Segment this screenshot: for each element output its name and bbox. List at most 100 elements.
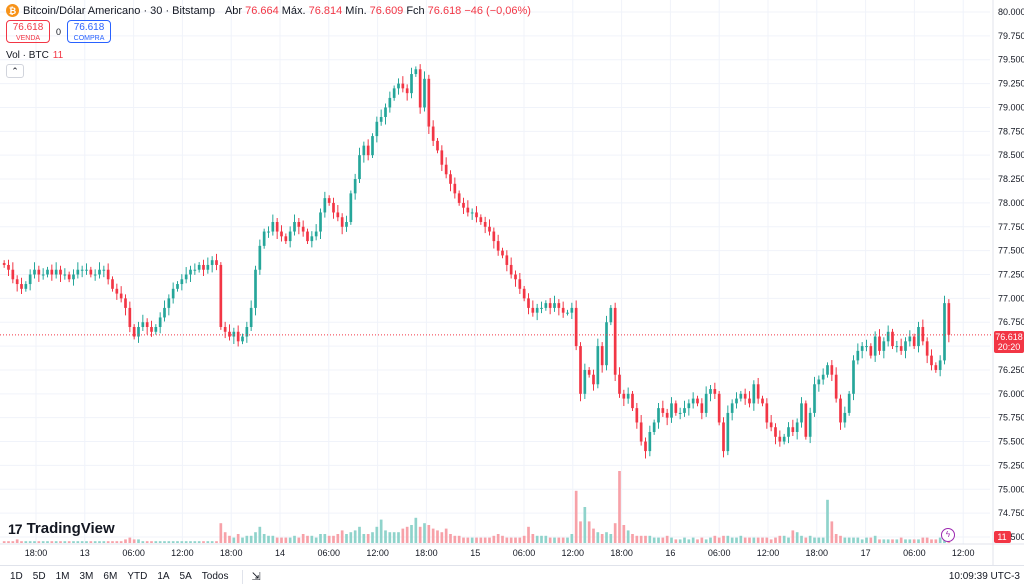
candle-body	[371, 136, 374, 156]
candle-body	[548, 303, 552, 308]
candle-body	[102, 269, 106, 271]
volume-bar	[236, 534, 240, 543]
range-button-5d[interactable]: 5D	[32, 571, 46, 582]
candle-body	[414, 69, 418, 75]
candle-body	[813, 384, 816, 413]
time-tick-label: 12:00	[366, 548, 389, 558]
bitcoin-icon: ₿	[6, 4, 19, 17]
candlesticks	[2, 64, 951, 459]
collapse-legend-button[interactable]: ⌃	[6, 64, 24, 78]
candle-body	[509, 264, 513, 275]
volume-bar	[132, 539, 136, 543]
range-button-1m[interactable]: 1M	[55, 571, 70, 582]
price-tick-label: 77.750	[998, 222, 1024, 232]
volume-bar	[210, 541, 214, 543]
high-label: Máx.	[281, 4, 306, 17]
volume-bar	[384, 530, 387, 543]
range-button-1a[interactable]: 1A	[157, 571, 170, 582]
candle-body	[934, 365, 938, 370]
date-range-icon[interactable]: ⇲	[251, 571, 261, 583]
volume-bar	[271, 535, 275, 543]
candle-body	[787, 427, 790, 437]
volume-bar	[2, 541, 6, 543]
candle-body	[700, 403, 704, 413]
range-button-ytd[interactable]: YTD	[127, 571, 148, 582]
candle-body	[479, 217, 483, 222]
volume-bar	[739, 535, 743, 543]
candle-body	[59, 269, 62, 275]
volume-bar	[505, 537, 509, 543]
volume-bar	[865, 537, 868, 543]
time-tick-label: 06:00	[318, 548, 341, 558]
candle-body	[735, 398, 738, 404]
volume-bar	[470, 537, 474, 543]
volume-bar	[583, 507, 587, 543]
volume-bar	[834, 534, 838, 543]
current-price-tag	[994, 331, 1024, 353]
volume-legend[interactable]: Vol · BTC 11	[6, 50, 63, 61]
range-button-6m[interactable]: 6M	[103, 571, 118, 582]
candle-body	[33, 269, 36, 275]
price-tick-label: 78.500	[998, 150, 1024, 160]
time-tick-label: 06:00	[513, 548, 536, 558]
range-button-all[interactable]: Todos	[201, 571, 229, 582]
volume-bar	[566, 537, 569, 543]
volume-bar	[817, 537, 821, 543]
candle-body	[345, 222, 348, 227]
range-button-5a[interactable]: 5A	[179, 571, 192, 582]
volume-bar	[20, 541, 23, 543]
candle-body	[193, 269, 197, 271]
symbol-title[interactable]: Bitcoin/Dólar Americano · 30 · Bitstamp	[23, 4, 215, 17]
candle-body	[401, 83, 405, 89]
volume-bar	[280, 537, 283, 543]
candle-body	[150, 327, 153, 332]
candle-body	[89, 269, 93, 275]
price-tick-label: 79.500	[998, 55, 1024, 65]
volume-bar	[934, 539, 938, 543]
volume-bar	[878, 539, 881, 543]
volume-bar	[752, 537, 756, 543]
volume-bar	[518, 537, 522, 543]
buy-button[interactable]: 76.618 COMPRA	[67, 20, 112, 43]
candle-body	[462, 202, 465, 208]
range-button-1d[interactable]: 1D	[10, 571, 23, 582]
volume-bar	[899, 537, 903, 543]
candle-body	[795, 422, 799, 432]
utc-clock[interactable]: 10:09:39 UTC-3	[948, 571, 1020, 582]
volume-bar	[202, 541, 205, 543]
volume-bar	[457, 535, 461, 543]
volume-bar	[345, 534, 348, 543]
volume-bar	[111, 541, 114, 543]
volume-bar	[774, 537, 777, 543]
candle-body	[37, 269, 41, 275]
volume-bar	[405, 526, 409, 543]
candle-body	[743, 393, 747, 399]
lightning-icon[interactable]: ϟ	[941, 528, 955, 542]
candle-body	[111, 279, 114, 289]
volume-bar	[293, 535, 296, 543]
volume-bar	[813, 537, 816, 543]
candle-body	[189, 269, 192, 275]
candle-body	[449, 174, 452, 184]
candle-body	[639, 422, 643, 442]
candle-body	[85, 269, 88, 271]
volume-bar	[600, 534, 604, 543]
volume-bar	[440, 532, 444, 543]
volume-bar	[184, 541, 188, 543]
volume-bar	[466, 537, 470, 543]
volume-bar	[925, 537, 929, 543]
price-tick-label: 76.000	[998, 389, 1024, 399]
range-button-3m[interactable]: 3M	[79, 571, 94, 582]
candle-body	[856, 350, 860, 361]
volume-bar	[145, 541, 149, 543]
toolbar-divider	[242, 569, 244, 584]
tradingview-logo[interactable]: 17 TradingView	[8, 520, 115, 537]
candle-body	[323, 198, 327, 213]
volume-bar	[592, 528, 595, 543]
candle-body	[522, 288, 526, 299]
sell-button[interactable]: 76.618 VENDA	[6, 20, 50, 43]
candle-body	[362, 145, 366, 156]
volume-bar	[904, 539, 907, 543]
candle-body	[115, 288, 119, 294]
